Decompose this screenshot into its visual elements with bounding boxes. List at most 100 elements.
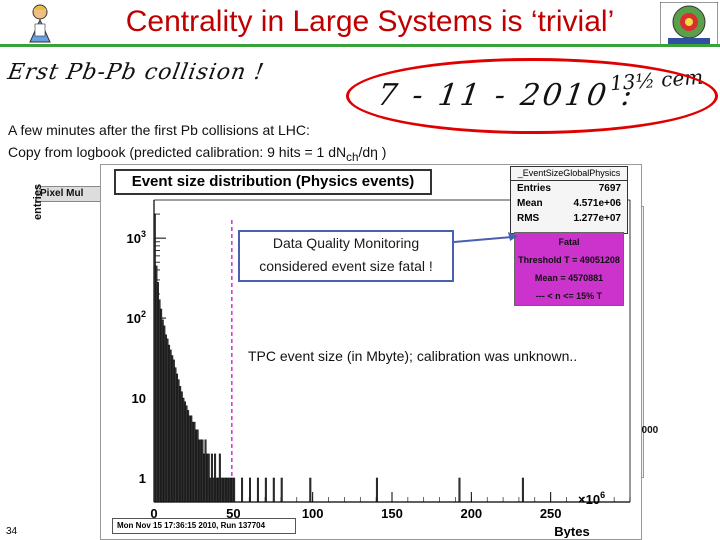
dqm-arrow (453, 232, 518, 243)
histogram-bar (179, 386, 182, 503)
histogram-bar (229, 477, 232, 503)
histogram-bar (215, 477, 218, 503)
histogram-bar (201, 439, 204, 503)
histogram-bar (212, 477, 215, 503)
dqm-note-box: Data Quality Monitoring considered event… (238, 230, 454, 282)
histogram-bar (210, 453, 213, 503)
histogram-title: Event size distribution (Physics events) (114, 169, 432, 195)
y-tick-label: 103 (127, 229, 146, 246)
fatal-mean: Mean = 4570881 (534, 273, 604, 283)
histogram-bar (264, 477, 267, 503)
fatal-title: Fatal (558, 237, 580, 247)
description-line-2-sub: ch (346, 150, 359, 164)
x-tick-label: 150 (381, 506, 403, 521)
run-timestamp: Mon Nov 15 17:36:15 2010, Run 137704 (112, 518, 296, 534)
description-line-2-prefix: Copy from logbook (predicted calibration… (8, 144, 347, 160)
stats-value: 1.277e+07 (573, 213, 621, 224)
histogram-bar (231, 477, 234, 503)
y-tick-exponent: 2 (141, 309, 146, 319)
histogram-bar (521, 477, 524, 503)
x-multiplier: ×106 (578, 490, 605, 507)
histogram-bar (195, 429, 198, 503)
stats-row-mean: Mean 4.571e+06 (511, 196, 627, 211)
background-tick-2000: 2000 (636, 425, 659, 436)
histogram-bar (223, 477, 226, 503)
histogram-bar (309, 477, 312, 503)
arrow-head-icon (508, 232, 518, 241)
histogram-bar (176, 373, 178, 503)
histogram-bar (183, 401, 186, 503)
fatal-threshold: Threshold T = 49051208 (518, 255, 620, 265)
histogram-bar (228, 477, 231, 503)
histogram-bar (209, 477, 212, 503)
histogram-bar (168, 344, 171, 503)
histogram-bar (204, 439, 207, 503)
histogram-bar (174, 367, 177, 503)
histogram-bar (191, 421, 194, 503)
histogram-bar (222, 477, 225, 503)
stats-row-entries: Entries 7697 (511, 181, 627, 196)
x-tick-label: 250 (540, 506, 562, 521)
histogram-bar (226, 477, 229, 503)
x-tick-label: 0 (150, 506, 157, 521)
stats-value: 7697 (598, 183, 621, 194)
histogram-bar (180, 391, 183, 503)
x-tick-label: 100 (302, 506, 324, 521)
histogram-bar (233, 477, 236, 503)
x-tick-label: 50 (226, 506, 240, 521)
fatal-range: --- < n <= 15% T (535, 291, 603, 301)
histogram-bar (241, 477, 244, 503)
x-axis-label: Bytes (554, 524, 589, 538)
stats-box: _EventSizeGlobalPhysics Entries 7697 Mean… (510, 166, 628, 234)
histogram-bar (207, 453, 210, 503)
stats-label: RMS (517, 213, 540, 224)
y-tick-label: 10 (132, 391, 146, 406)
histogram-bars (153, 213, 524, 503)
arrow-line (453, 236, 513, 243)
histogram-bar (202, 453, 205, 503)
histogram-bar (164, 334, 167, 503)
background-plot-y-label: entries (32, 183, 44, 220)
histogram-bar (196, 429, 199, 503)
stats-label: Entries (517, 183, 551, 194)
slide-title: Centrality in Large Systems is ‘trivial’ (125, 5, 615, 38)
stats-row-rms: RMS 1.277e+07 (511, 211, 627, 226)
histogram-bar (166, 338, 169, 503)
y-tick-label: 1 (139, 471, 146, 486)
histogram-bar (182, 397, 185, 503)
alice-logo-right (660, 2, 718, 46)
description-line-2: Copy from logbook (predicted calibration… (8, 144, 386, 164)
description-line-1: A few minutes after the first Pb collisi… (8, 122, 310, 138)
stats-value: 4.571e+06 (573, 198, 621, 209)
histogram-bar (375, 477, 378, 503)
histogram-bar (156, 282, 159, 503)
histogram-bar (161, 319, 164, 503)
histogram-bar (199, 439, 202, 503)
histogram-bar (177, 379, 180, 503)
histogram-bar (218, 453, 221, 503)
event-size-histogram: 1 10 102 103 0 50 100 150 200 250 ×106 Bytes (127, 199, 631, 538)
histogram-bar (458, 477, 461, 503)
histogram-bar (280, 477, 283, 503)
histogram-bar (153, 213, 156, 503)
y-tick-exponent: 3 (141, 229, 146, 239)
page-number: 34 (6, 526, 18, 537)
histogram-bar (163, 325, 166, 503)
histogram-bar (185, 405, 188, 503)
alice-logo-left (29, 4, 51, 43)
histogram-bar (193, 421, 196, 503)
histogram-bar (160, 308, 163, 503)
histogram-bar (206, 453, 209, 503)
histogram-bar (256, 477, 259, 503)
histogram-bar (158, 299, 161, 503)
dqm-note-line-2: considered event size fatal ! (259, 258, 433, 274)
histogram-bar (214, 453, 217, 503)
histogram-bar (272, 477, 275, 503)
y-tick-label: 102 (127, 309, 146, 326)
histogram-bar (198, 439, 201, 503)
title-underline (0, 44, 720, 47)
description-line-2-suffix: /dη ) (358, 144, 387, 160)
handwritten-note: Erst Pb-Pb collision ! (5, 60, 267, 85)
histogram-bar (248, 477, 251, 503)
histogram-bar (188, 415, 191, 503)
